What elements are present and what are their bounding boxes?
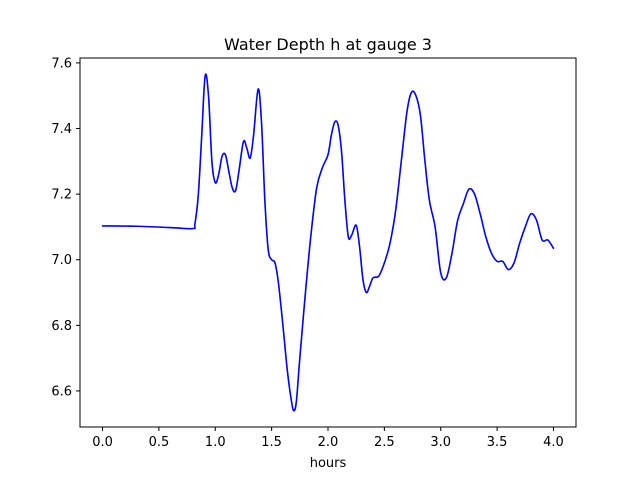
series-line: [101, 73, 555, 412]
x-tick-label: 1.5: [261, 435, 282, 450]
y-tick-label: 7.4: [51, 122, 72, 137]
x-tick-label: 3.5: [487, 435, 508, 450]
x-tick-label: 2.0: [318, 435, 339, 450]
x-tick-label: 1.0: [205, 435, 226, 450]
y-tick-label: 7.0: [51, 253, 72, 268]
x-tick-label: 4.0: [543, 435, 564, 450]
x-axis: 0.0 0.5 1.0 1.5 2.0 2.5 3.0 3.5 4.0: [92, 427, 564, 450]
plot-area-frame: [79, 57, 577, 428]
y-tick-label: 6.6: [51, 384, 72, 399]
series-layer: [101, 73, 555, 412]
x-tick-label: 0.0: [92, 435, 113, 450]
y-tick-label: 6.8: [51, 319, 72, 334]
x-tick-label: 0.5: [149, 435, 170, 450]
x-tick-label: 3.0: [430, 435, 451, 450]
y-tick-label: 7.6: [51, 56, 72, 71]
x-tick-label: 2.5: [374, 435, 395, 450]
y-tick-label: 7.2: [51, 188, 72, 203]
chart-title: Water Depth h at gauge 3: [224, 35, 432, 54]
x-axis-label: hours: [310, 456, 347, 471]
y-axis: 6.6 6.8 7.0 7.2 7.4 7.6: [51, 56, 80, 399]
